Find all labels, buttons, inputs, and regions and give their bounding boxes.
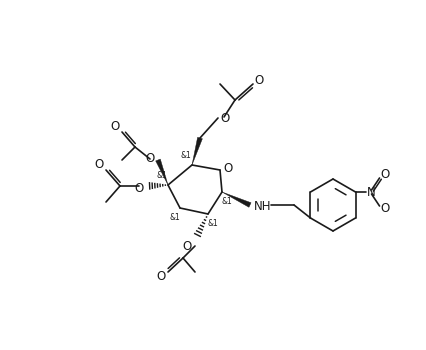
Polygon shape <box>222 192 251 207</box>
Text: O: O <box>95 159 104 172</box>
Text: &1: &1 <box>207 218 219 228</box>
Text: &1: &1 <box>170 212 180 222</box>
Text: O: O <box>182 239 192 252</box>
Text: O: O <box>145 153 155 166</box>
Polygon shape <box>192 137 202 165</box>
Text: O: O <box>254 74 264 86</box>
Text: NH: NH <box>254 201 272 214</box>
Text: O: O <box>156 271 166 284</box>
Text: O: O <box>380 168 389 182</box>
Text: O: O <box>220 112 230 126</box>
Text: O: O <box>223 161 233 175</box>
Text: N: N <box>367 186 376 198</box>
Text: &1: &1 <box>222 196 232 205</box>
Text: O: O <box>380 203 389 216</box>
Polygon shape <box>155 159 168 185</box>
Text: &1: &1 <box>181 152 191 161</box>
Text: &1: &1 <box>157 172 167 181</box>
Text: O: O <box>134 182 144 195</box>
Text: O: O <box>110 120 120 133</box>
